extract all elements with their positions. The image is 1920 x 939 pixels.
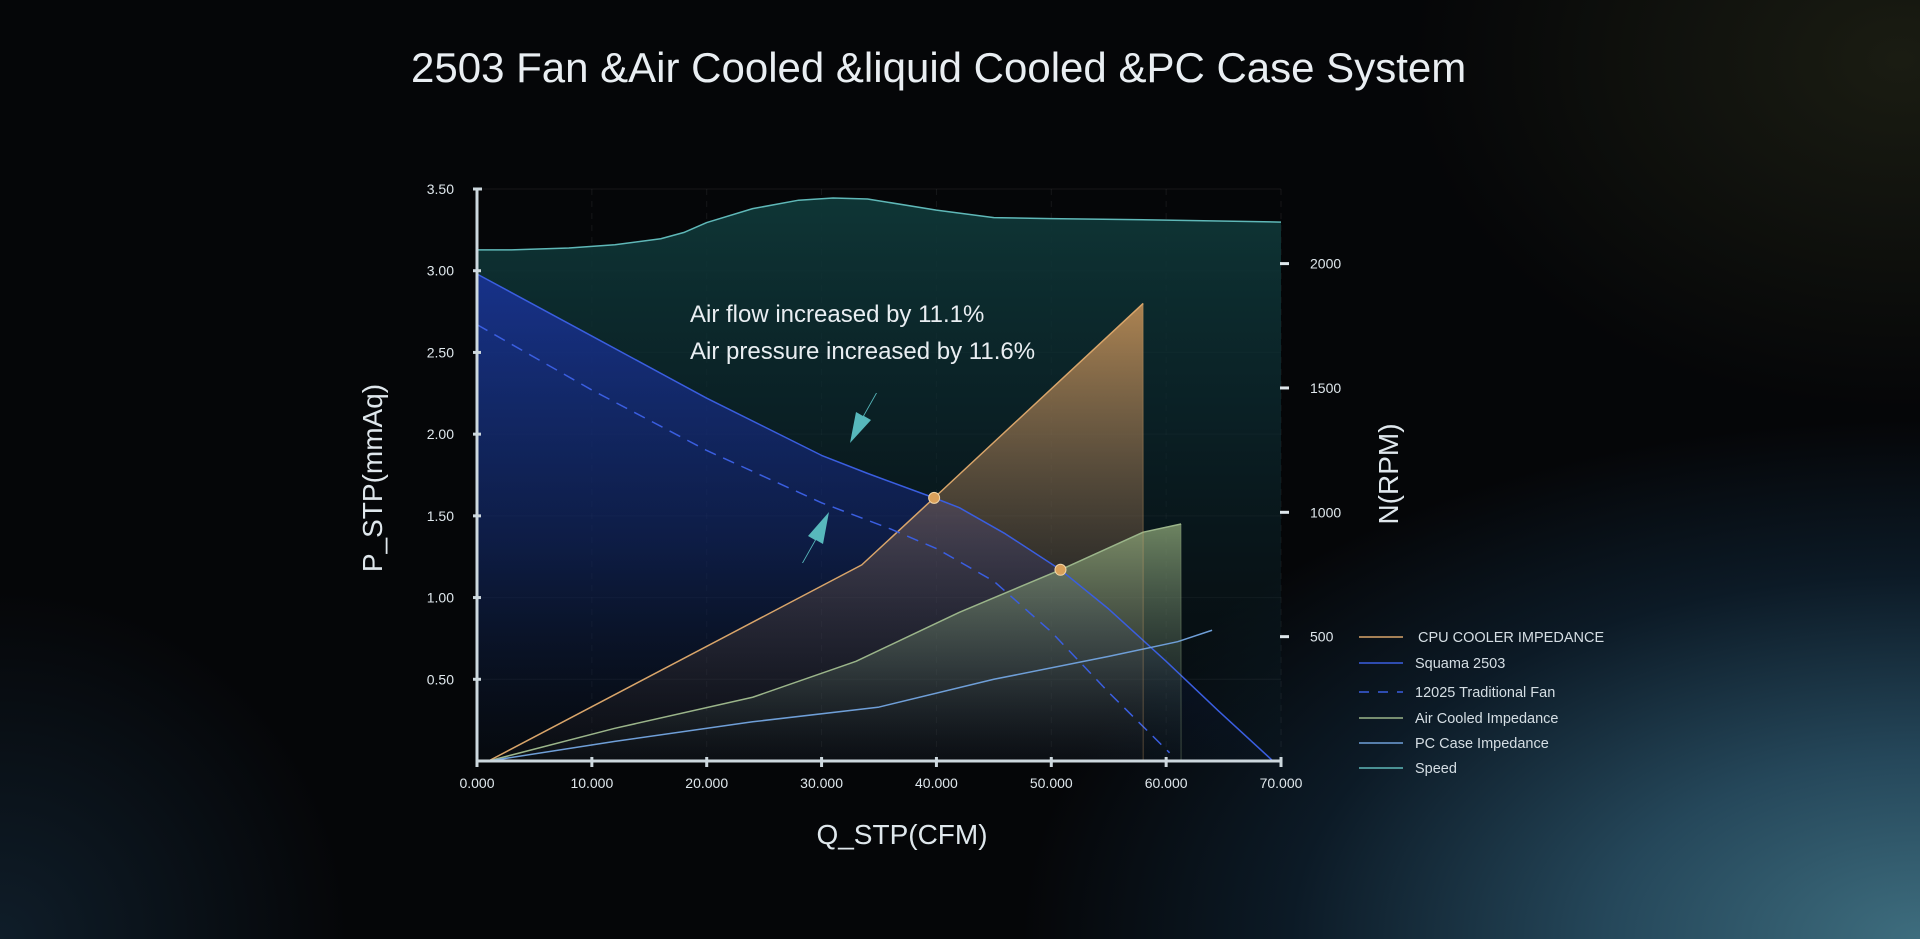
legend-label: Speed [1415, 761, 1457, 777]
legend-label: PC Case Impedance [1415, 736, 1549, 752]
tick-labels: 0.50 1.00 1.50 2.00 2.50 3.00 3.50 0.000 10.000 2… [427, 181, 1342, 791]
series-line-speed [477, 197, 1282, 251]
annotation-arrows [802, 393, 877, 563]
y-tick-label: 1.00 [427, 590, 454, 606]
annotation-airflow: Air flow increased by 11.1% [690, 301, 984, 328]
intersection-marker [1054, 563, 1067, 576]
page-title: 2503 Fan &Air Cooled &liquid Cooled &PC … [411, 44, 1467, 91]
x-tick-label: 50.000 [1030, 775, 1073, 791]
area-fills [477, 197, 1281, 761]
legend-label: 12025 Traditional Fan [1415, 685, 1555, 701]
y-tick-label: 3.00 [427, 263, 454, 279]
y-tick-label: 2.50 [427, 344, 454, 360]
series-line-12025-traditional-fan [476, 323, 1171, 754]
legend-label: Squama 2503 [1415, 656, 1505, 672]
legend-label: CPU COOLER IMPEDANCE [1418, 630, 1604, 646]
y2-tick-label: 1500 [1310, 380, 1341, 396]
axes [473, 187, 1289, 767]
x-tick-label: 40.000 [915, 775, 958, 791]
series-line-squama-2503 [476, 273, 1274, 762]
series-line-pc-case-impedance [488, 629, 1213, 762]
y-tick-label: 3.50 [427, 181, 454, 197]
y-axis-label: P_STP(mmAq) [357, 384, 388, 572]
x-axis-label: Q_STP(CFM) [816, 819, 987, 850]
series-line-air-cooled-impedance [488, 523, 1182, 762]
annotation-text: Air flow increased by 11.1% Air pressure… [690, 301, 1035, 365]
y2-tick-label: 500 [1310, 629, 1334, 645]
intersection-markers [928, 491, 1067, 576]
arrow-up-icon [802, 512, 829, 563]
series-lines [476, 197, 1282, 762]
y2-tick-label: 1000 [1310, 504, 1341, 520]
y-tick-label: 1.50 [427, 508, 454, 524]
x-tick-label: 30.000 [800, 775, 843, 791]
x-tick-label: 60.000 [1145, 775, 1188, 791]
legend-label: Air Cooled Impedance [1415, 711, 1558, 727]
intersection-marker [928, 491, 941, 504]
y2-tick-label: 2000 [1310, 256, 1341, 272]
y-tick-label: 0.50 [427, 671, 454, 687]
area-fill-air-cooled-impedance [488, 524, 1182, 761]
x-tick-label: 70.000 [1260, 775, 1303, 791]
x-tick-label: 0.000 [459, 775, 494, 791]
x-tick-label: 10.000 [570, 775, 613, 791]
y2-axis-label: N(RPM) [1373, 423, 1404, 524]
arrow-down-icon [850, 393, 877, 443]
legend: CPU COOLER IMPEDANCE Squama 2503 12025 Tra… [1359, 630, 1604, 777]
annotation-pressure: Air pressure increased by 11.6% [690, 338, 1035, 365]
x-tick-label: 20.000 [685, 775, 728, 791]
y-tick-label: 2.00 [427, 426, 454, 442]
